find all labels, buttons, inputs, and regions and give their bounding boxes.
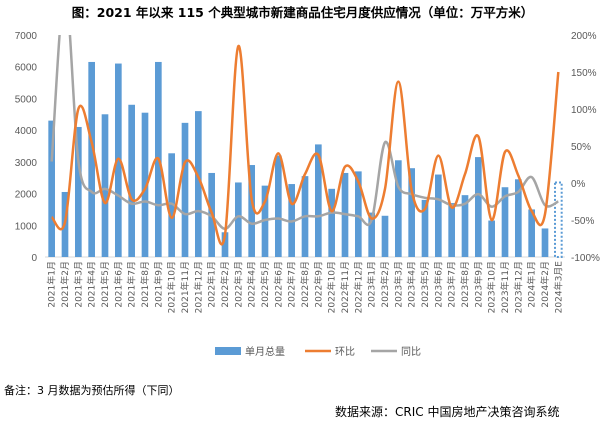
- bar: [275, 155, 282, 257]
- x-tick-label: 2023年1月: [366, 261, 378, 308]
- bar: [461, 195, 469, 257]
- y-right-tick-label: 150%: [571, 68, 597, 79]
- y-right-tick-label: 200%: [571, 31, 597, 42]
- bar: [355, 171, 362, 257]
- x-tick-label: 2024年2月: [539, 261, 551, 308]
- x-tick-label: 2023年5月: [419, 261, 431, 308]
- x-tick-label: 2021年3月: [72, 261, 84, 308]
- bar: [488, 220, 495, 257]
- x-tick-label: 2023年3月: [392, 261, 404, 308]
- legend-swatch: [215, 347, 241, 355]
- bar: [48, 120, 55, 257]
- y-left-tick-label: 5000: [15, 94, 38, 105]
- bar: [261, 185, 269, 257]
- x-tick-label: 2021年2月: [59, 261, 71, 308]
- x-tick-label: 2021年5月: [99, 261, 111, 308]
- footnote: 备注：3 月数据为预估所得（下同）: [4, 384, 180, 397]
- y-left-tick-label: 1000: [15, 221, 38, 232]
- y-right-tick-label: -50%: [571, 216, 594, 227]
- bar: [368, 212, 375, 257]
- y-left-tick-label: 2000: [15, 190, 38, 201]
- x-tick-label: 2024年1月: [526, 261, 538, 308]
- legend-label: 单月总量: [245, 345, 285, 358]
- x-tick-label: 2021年7月: [126, 261, 138, 308]
- y-left-tick-label: 3000: [15, 158, 38, 169]
- x-tick-label: 2022年7月: [286, 261, 298, 308]
- x-tick-label: 2022年4月: [246, 261, 258, 308]
- x-tick-label: 2022年9月: [312, 261, 324, 308]
- x-tick-label: 2023年10月: [486, 261, 498, 313]
- bar: [168, 153, 175, 257]
- bar: [435, 174, 442, 257]
- bar: [115, 63, 122, 257]
- x-tick-label: 2023年6月: [432, 261, 444, 308]
- bar: [541, 228, 549, 257]
- y-left-tick-label: 0: [31, 253, 37, 264]
- bar: [421, 199, 429, 257]
- bar: [328, 188, 335, 257]
- y-left-tick-label: 4000: [15, 126, 38, 137]
- bar: [315, 144, 322, 257]
- x-tick-label: 2023年4月: [406, 261, 418, 308]
- x-tick-label: 2022年10月: [326, 261, 338, 313]
- x-tick-label: 2022年2月: [219, 261, 231, 308]
- bar: [501, 187, 509, 257]
- y-right-tick-label: -100%: [571, 253, 600, 264]
- x-tick-label: 2023年12月: [512, 261, 524, 313]
- bar: [515, 179, 522, 257]
- y-right-tick-label: 0%: [571, 179, 586, 190]
- bar: [221, 232, 229, 257]
- bar: [195, 111, 202, 257]
- chart-svg: 0 1000 2000 3000 4000 5000 6000 7000 -100% -50% 0%…: [15, 31, 600, 358]
- bar: [448, 203, 455, 257]
- x-tick-label: 2023年11月: [499, 261, 511, 313]
- y-right-tick-label: 50%: [571, 142, 591, 153]
- bar: [75, 126, 82, 257]
- bar: [395, 160, 402, 257]
- x-tick-label: 2024年3月E: [552, 261, 564, 314]
- x-tick-label: 2021年4月: [86, 261, 98, 308]
- x-tick-label: 2023年8月: [459, 261, 471, 308]
- bar: [101, 114, 109, 258]
- chart-title: 图：2021 年以来 115 个典型城市新建商品住宅月度供应情况（单位：万平方米…: [71, 5, 534, 20]
- x-tick-label: 2021年12月: [192, 261, 204, 313]
- x-tick-label: 2022年11月: [339, 261, 351, 313]
- x-tick-label: 2022年3月: [232, 261, 244, 308]
- x-tick-label: 2021年1月: [46, 261, 58, 308]
- bar: [408, 168, 415, 257]
- bar: [554, 181, 563, 259]
- legend-label: 环比: [335, 346, 355, 358]
- bar: [381, 215, 389, 257]
- x-tick-label: 2023年7月: [446, 261, 458, 308]
- bar: [235, 182, 242, 257]
- y-right-tick-label: 100%: [571, 105, 597, 116]
- x-tick-label: 2023年9月: [472, 261, 484, 308]
- bar: [528, 209, 535, 257]
- y-left-tick-label: 6000: [15, 63, 38, 74]
- x-tick-label: 2021年9月: [152, 261, 164, 308]
- x-tick-label: 2022年12月: [352, 261, 364, 313]
- x-tick-label: 2022年6月: [272, 261, 284, 308]
- x-tick-label: 2021年6月: [112, 261, 124, 308]
- source-note: 数据来源：CRIC 中国房地产决策咨询系统: [335, 405, 560, 419]
- x-tick-label: 2022年8月: [299, 261, 311, 308]
- legend-label: 同比: [401, 346, 421, 358]
- x-tick-label: 2021年10月: [166, 261, 178, 313]
- line-yoy: [50, 35, 559, 231]
- x-tick-label: 2022年1月: [206, 261, 218, 308]
- bar: [248, 165, 255, 257]
- bar: [88, 61, 95, 258]
- bar: [181, 122, 189, 257]
- y-left-tick-label: 7000: [15, 31, 38, 42]
- line-mom: [50, 44, 560, 246]
- bar: [475, 157, 482, 257]
- x-tick-label: 2023年2月: [379, 261, 391, 308]
- bar: [141, 112, 149, 257]
- x-tick-label: 2022年5月: [259, 261, 271, 308]
- x-tick-label: 2021年11月: [179, 261, 191, 313]
- x-tick-label: 2021年8月: [139, 261, 151, 308]
- bar: [128, 104, 135, 258]
